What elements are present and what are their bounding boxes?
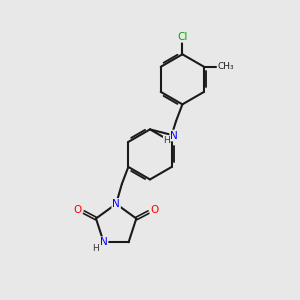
Text: Cl: Cl <box>177 32 188 42</box>
Text: N: N <box>170 130 178 141</box>
Text: O: O <box>150 205 159 215</box>
Text: N: N <box>112 199 120 209</box>
Text: N: N <box>100 237 108 247</box>
Text: CH₃: CH₃ <box>217 62 234 71</box>
Text: H: H <box>92 244 99 253</box>
Text: O: O <box>74 205 82 215</box>
Text: H: H <box>164 136 170 145</box>
